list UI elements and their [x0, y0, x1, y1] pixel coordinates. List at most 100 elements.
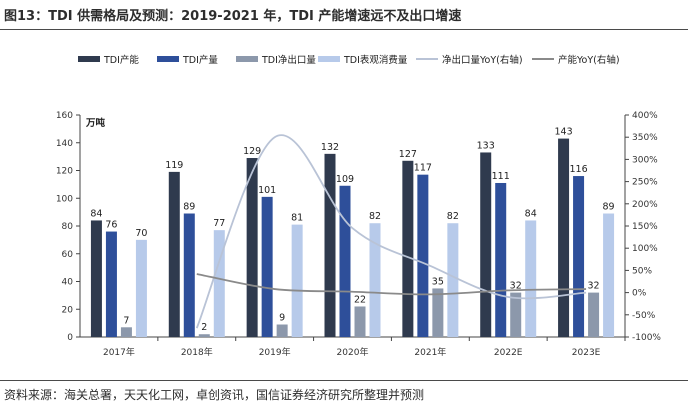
bar-0-3: [324, 153, 336, 337]
bar-label-3-1: 77: [213, 218, 225, 229]
bar-2-4: [432, 288, 444, 337]
x-tick-label-4: 2021年: [414, 346, 446, 358]
x-tick-label-1: 2018年: [181, 346, 213, 358]
x-tick-label-2: 2019年: [259, 346, 291, 358]
bar-2-5: [510, 292, 522, 337]
bar-label-3-0: 70: [135, 228, 147, 239]
bar-2-0: [120, 327, 132, 337]
bar-2-2: [276, 324, 288, 337]
y-tick-left-0: 0: [67, 333, 73, 343]
bar-label-2-2: 9: [279, 313, 285, 324]
source-note: 资料来源：海关总署，天天化工网，卓创资讯，国信证券经济研究所整理并预测: [4, 388, 425, 402]
bar-label-3-3: 82: [369, 211, 381, 222]
bar-1-6: [573, 176, 585, 337]
bar-0-6: [558, 138, 570, 337]
bar-0-2: [246, 158, 258, 337]
bar-label-0-5: 133: [477, 140, 495, 151]
bar-3-0: [135, 239, 147, 337]
bar-1-3: [339, 185, 351, 337]
legend-swatch-1: [157, 56, 179, 62]
bar-label-2-4: 35: [432, 276, 444, 287]
y-tick-right-2: 0%: [632, 289, 647, 299]
y-tick-left-4: 80: [62, 222, 74, 232]
y-tick-left-3: 60: [62, 250, 74, 260]
bar-label-3-6: 89: [603, 202, 615, 213]
bar-label-3-5: 84: [525, 208, 537, 219]
bar-label-1-4: 117: [414, 163, 432, 174]
bar-label-0-2: 129: [243, 146, 261, 157]
legend-label-0: TDI产能: [103, 54, 139, 66]
bar-1-0: [105, 231, 117, 337]
y-tick-right-6: 200%: [632, 200, 658, 210]
bar-3-1: [213, 230, 225, 337]
bar-label-0-4: 127: [399, 149, 417, 160]
y-tick-right-3: 50%: [632, 266, 652, 276]
y-tick-left-7: 140: [56, 139, 73, 149]
y-tick-left-8: 160: [56, 111, 73, 121]
bar-2-6: [588, 292, 600, 337]
figure-footer: 资料来源：海关总署，天天化工网，卓创资讯，国信证券经济研究所整理并预测: [0, 380, 688, 407]
legend-label-5: 产能YoY(右轴): [558, 54, 620, 66]
y-tick-right-7: 250%: [632, 178, 658, 188]
y-tick-right-9: 350%: [632, 133, 658, 143]
figure-title: 图13：TDI 供需格局及预测：2019-2021 年，TDI 产能增速远不及出…: [4, 9, 462, 24]
y-tick-right-10: 400%: [632, 111, 658, 121]
legend-swatch-3: [318, 56, 340, 62]
bar-label-0-6: 143: [555, 127, 573, 138]
bar-3-3: [369, 223, 381, 337]
bar-1-1: [183, 213, 195, 337]
bar-3-2: [291, 224, 303, 337]
legend-label-2: TDI净出口量: [261, 54, 316, 66]
bar-1-4: [417, 174, 429, 337]
y-tick-left-5: 100: [56, 194, 73, 204]
bar-label-2-1: 2: [201, 322, 207, 333]
y-tick-right-4: 100%: [632, 244, 658, 254]
bar-label-3-4: 82: [447, 211, 459, 222]
bar-label-2-6: 32: [588, 281, 600, 292]
y-tick-right-0: -100%: [632, 333, 661, 343]
legend-swatch-0: [78, 56, 100, 62]
bar-label-0-0: 84: [90, 208, 102, 219]
bar-2-1: [198, 334, 210, 337]
bar-3-6: [603, 213, 615, 337]
y-tick-right-5: 150%: [632, 222, 658, 232]
y-tick-left-1: 20: [62, 305, 74, 315]
bar-0-4: [402, 160, 414, 337]
line-series-5: [196, 273, 587, 296]
legend-swatch-2: [236, 56, 258, 62]
bar-3-4: [447, 223, 459, 337]
x-tick-label-0: 2017年: [103, 346, 135, 358]
bar-label-1-0: 76: [105, 220, 117, 231]
x-tick-label-3: 2020年: [337, 346, 369, 358]
bar-label-2-3: 22: [354, 294, 366, 305]
unit-label: 万吨: [85, 117, 106, 129]
bar-label-2-5: 32: [510, 281, 522, 292]
legend-label-3: TDI表观消费量: [343, 54, 408, 66]
bar-label-2-0: 7: [123, 315, 129, 326]
bar-0-5: [480, 152, 492, 337]
line-series-4: [195, 134, 587, 329]
bar-0-0: [90, 220, 102, 337]
bar-1-5: [495, 182, 507, 337]
bar-label-0-1: 119: [165, 160, 183, 171]
legend-label-4: 净出口量YoY(右轴): [442, 54, 523, 66]
bar-label-0-3: 132: [321, 142, 339, 153]
bar-label-1-5: 111: [492, 171, 510, 182]
y-tick-right-1: -50%: [632, 311, 656, 321]
y-tick-left-6: 120: [56, 167, 73, 177]
bar-2-3: [354, 306, 366, 337]
y-tick-left-2: 40: [62, 278, 74, 288]
chart: TDI产能 TDI产量 TDI净出口量 TDI表观消费量 净出口量YoY(右轴) 产能Yo…: [56, 54, 662, 358]
x-tick-label-5: 2022E: [494, 348, 523, 358]
bar-label-3-2: 81: [291, 213, 303, 224]
bar-label-1-2: 101: [258, 185, 276, 196]
bar-label-1-3: 109: [336, 174, 354, 185]
bar-label-1-6: 116: [570, 164, 588, 175]
bar-1-2: [261, 196, 273, 337]
x-tick-label-6: 2023E: [572, 348, 601, 358]
legend-label-1: TDI产量: [182, 54, 218, 66]
y-tick-right-8: 300%: [632, 155, 658, 165]
bar-0-1: [168, 171, 180, 337]
bar-3-5: [525, 220, 537, 337]
figure-title-bar: 图13：TDI 供需格局及预测：2019-2021 年，TDI 产能增速远不及出…: [0, 0, 688, 30]
